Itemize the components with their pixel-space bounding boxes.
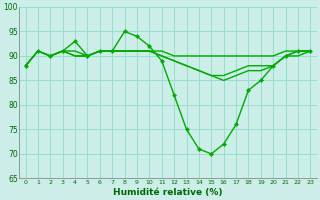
X-axis label: Humidité relative (%): Humidité relative (%) <box>113 188 223 197</box>
